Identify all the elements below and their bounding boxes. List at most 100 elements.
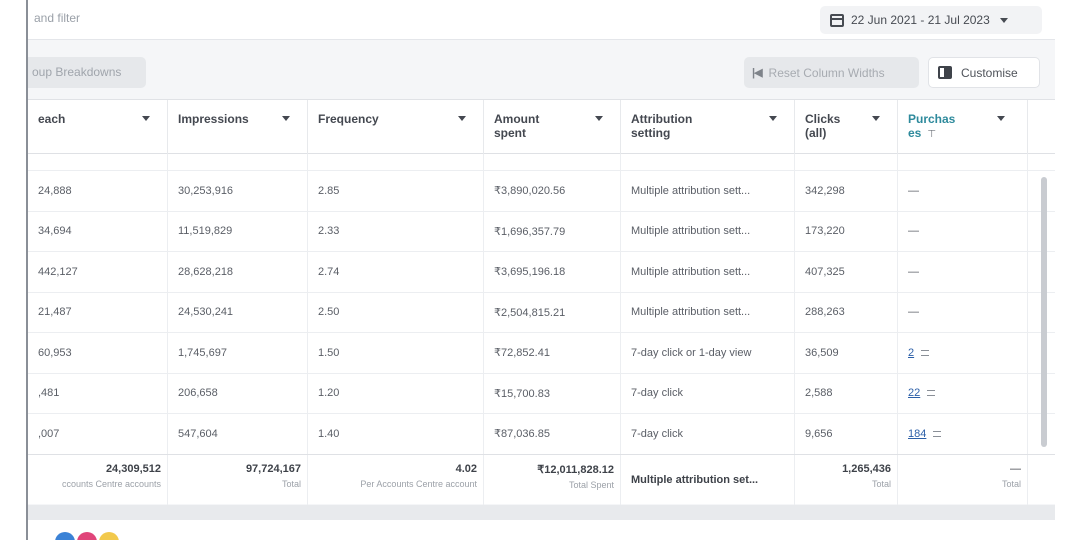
column-header-purchases[interactable]: Purchas es ⊤	[898, 100, 1028, 154]
customise-label: Customise	[961, 65, 1018, 80]
total-caption: Total	[871, 479, 891, 489]
cell-attribution: Multiple attribution sett...	[621, 211, 795, 251]
cell-frequency: 2.85	[308, 171, 484, 211]
table-row[interactable]: ,481 206,658 1.20 ₹15,700.83 7-day click…	[28, 373, 1055, 414]
sort-caret-icon[interactable]	[458, 116, 466, 121]
breakdown-icon[interactable]	[921, 349, 930, 356]
sort-caret-icon[interactable]	[872, 116, 880, 121]
cell-clicks: 2,588	[795, 373, 898, 413]
columns-icon	[938, 66, 952, 79]
breakdown-icon[interactable]	[927, 390, 936, 397]
messenger-icon[interactable]	[55, 532, 75, 540]
column-header-clicks[interactable]: Clicks (all)	[795, 100, 898, 154]
search-filter-bar: and filter 22 Jun 2021 - 21 Jul 2023	[28, 0, 1055, 40]
bottom-divider	[28, 505, 1055, 520]
group-breakdowns-button[interactable]: oup Breakdowns	[28, 57, 146, 88]
sort-caret-icon[interactable]	[769, 116, 777, 121]
cell-attribution: 7-day click	[621, 373, 795, 413]
cell-clicks: 36,509	[795, 333, 898, 373]
table-row[interactable]: 442,127 28,628,218 2.74 ₹3,695,196.18 Mu…	[28, 252, 1055, 293]
total-reach: 24,309,512 ccounts Centre accounts	[28, 455, 168, 505]
column-header-impressions[interactable]: Impressions	[168, 100, 308, 154]
total-value: 97,724,167	[245, 463, 301, 475]
sort-caret-icon[interactable]	[997, 116, 1005, 121]
total-purchases: — Total	[898, 455, 1028, 505]
ads-report-panel: and filter 22 Jun 2021 - 21 Jul 2023 oup…	[28, 0, 1055, 520]
breakdown-icon[interactable]	[933, 430, 942, 437]
column-header-label: Clicks (all)	[805, 112, 841, 140]
cell-purchases: —	[898, 292, 1028, 332]
total-caption: Total Spent	[568, 480, 614, 490]
report-table: each Impressions Frequency Amount spent …	[28, 99, 1055, 505]
reset-column-widths-label: Reset Column Widths	[768, 65, 885, 80]
cell-impressions: 24,530,241	[168, 292, 308, 332]
cell-impressions: 547,604	[168, 414, 308, 454]
purchases-link[interactable]: 2	[908, 346, 915, 359]
column-header-amount-spent[interactable]: Amount spent	[484, 100, 621, 154]
sort-caret-icon[interactable]	[282, 116, 290, 121]
table-row[interactable]: 21,487 24,530,241 2.50 ₹2,504,815.21 Mul…	[28, 292, 1055, 333]
column-header-label: Purchas es	[908, 112, 956, 140]
reset-width-icon: |◀	[752, 67, 763, 79]
cell-impressions	[168, 154, 308, 170]
column-header-frequency[interactable]: Frequency	[308, 100, 484, 154]
cell-clicks: 9,656	[795, 414, 898, 454]
cell-reach: 24,888	[28, 171, 168, 211]
chevron-down-icon	[999, 17, 1008, 23]
cell-clicks: 342,298	[795, 171, 898, 211]
table-row[interactable]: ,007 547,604 1.40 ₹87,036.85 7-day click…	[28, 414, 1055, 454]
cell-amount: ₹72,852.41	[484, 333, 621, 373]
search-input[interactable]: and filter	[34, 11, 81, 25]
table-toolbar: oup Breakdowns |◀ Reset Column Widths Cu…	[28, 41, 1055, 99]
app-icons-row	[55, 532, 121, 540]
cell-reach: ,481	[28, 373, 168, 413]
vertical-scrollbar[interactable]	[1041, 177, 1047, 447]
cell-amount	[484, 154, 621, 170]
total-attribution: Multiple attribution set...	[621, 455, 795, 505]
cell-frequency: 1.20	[308, 373, 484, 413]
cell-reach: ,007	[28, 414, 168, 454]
cell-clicks: 173,220	[795, 211, 898, 251]
column-header-label: each	[38, 112, 66, 126]
cell-clicks	[795, 154, 898, 170]
cell-amount: ₹15,700.83	[484, 373, 621, 413]
column-header-label: Frequency	[318, 112, 379, 126]
cell-impressions: 11,519,829	[168, 211, 308, 251]
sort-caret-icon[interactable]	[595, 116, 603, 121]
date-range-label: 22 Jun 2021 - 21 Jul 2023	[851, 13, 990, 27]
notes-icon[interactable]	[99, 532, 119, 540]
cell-purchases: —	[898, 252, 1028, 292]
cell-reach	[28, 154, 168, 170]
cell-attribution	[621, 154, 795, 170]
total-amount-spent: ₹12,011,828.12 Total Spent	[484, 455, 621, 505]
table-row[interactable]: 34,694 11,519,829 2.33 ₹1,696,357.79 Mul…	[28, 211, 1055, 252]
purchases-link[interactable]: 22	[908, 387, 921, 400]
table-header: each Impressions Frequency Amount spent …	[28, 100, 1055, 154]
table-body: 24,888 30,253,916 2.85 ₹3,890,020.56 Mul…	[28, 154, 1055, 454]
purchases-link[interactable]: 184	[908, 427, 927, 440]
cell-attribution: 7-day click or 1-day view	[621, 333, 795, 373]
pin-icon: ⊤	[927, 129, 937, 140]
table-row[interactable]: 60,953 1,745,697 1.50 ₹72,852.41 7-day c…	[28, 333, 1055, 374]
sort-caret-icon[interactable]	[142, 116, 150, 121]
total-value: Multiple attribution set...	[631, 474, 759, 486]
calendar-icon	[830, 13, 844, 27]
total-frequency: 4.02 Per Accounts Centre account	[308, 455, 484, 505]
cell-reach: 60,953	[28, 333, 168, 373]
total-caption: ccounts Centre accounts	[61, 479, 161, 489]
cell-attribution: 7-day click	[621, 414, 795, 454]
cell-attribution: Multiple attribution sett...	[621, 171, 795, 211]
cell-purchases: 2	[898, 333, 1028, 373]
instagram-icon[interactable]	[77, 532, 97, 540]
column-header-attribution-setting[interactable]: Attribution setting	[621, 100, 795, 154]
date-range-button[interactable]: 22 Jun 2021 - 21 Jul 2023	[820, 6, 1042, 34]
customise-button[interactable]: Customise	[928, 57, 1040, 88]
column-header-label: Impressions	[178, 112, 249, 126]
total-clicks: 1,265,436 Total	[795, 455, 898, 505]
reset-column-widths-button[interactable]: |◀ Reset Column Widths	[744, 57, 919, 88]
table-row[interactable]: 24,888 30,253,916 2.85 ₹3,890,020.56 Mul…	[28, 171, 1055, 212]
table-totals-row: 24,309,512 ccounts Centre accounts 97,72…	[28, 454, 1055, 505]
column-header-reach[interactable]: each	[28, 100, 168, 154]
cell-purchases: —	[898, 171, 1028, 211]
cell-frequency	[308, 154, 484, 170]
